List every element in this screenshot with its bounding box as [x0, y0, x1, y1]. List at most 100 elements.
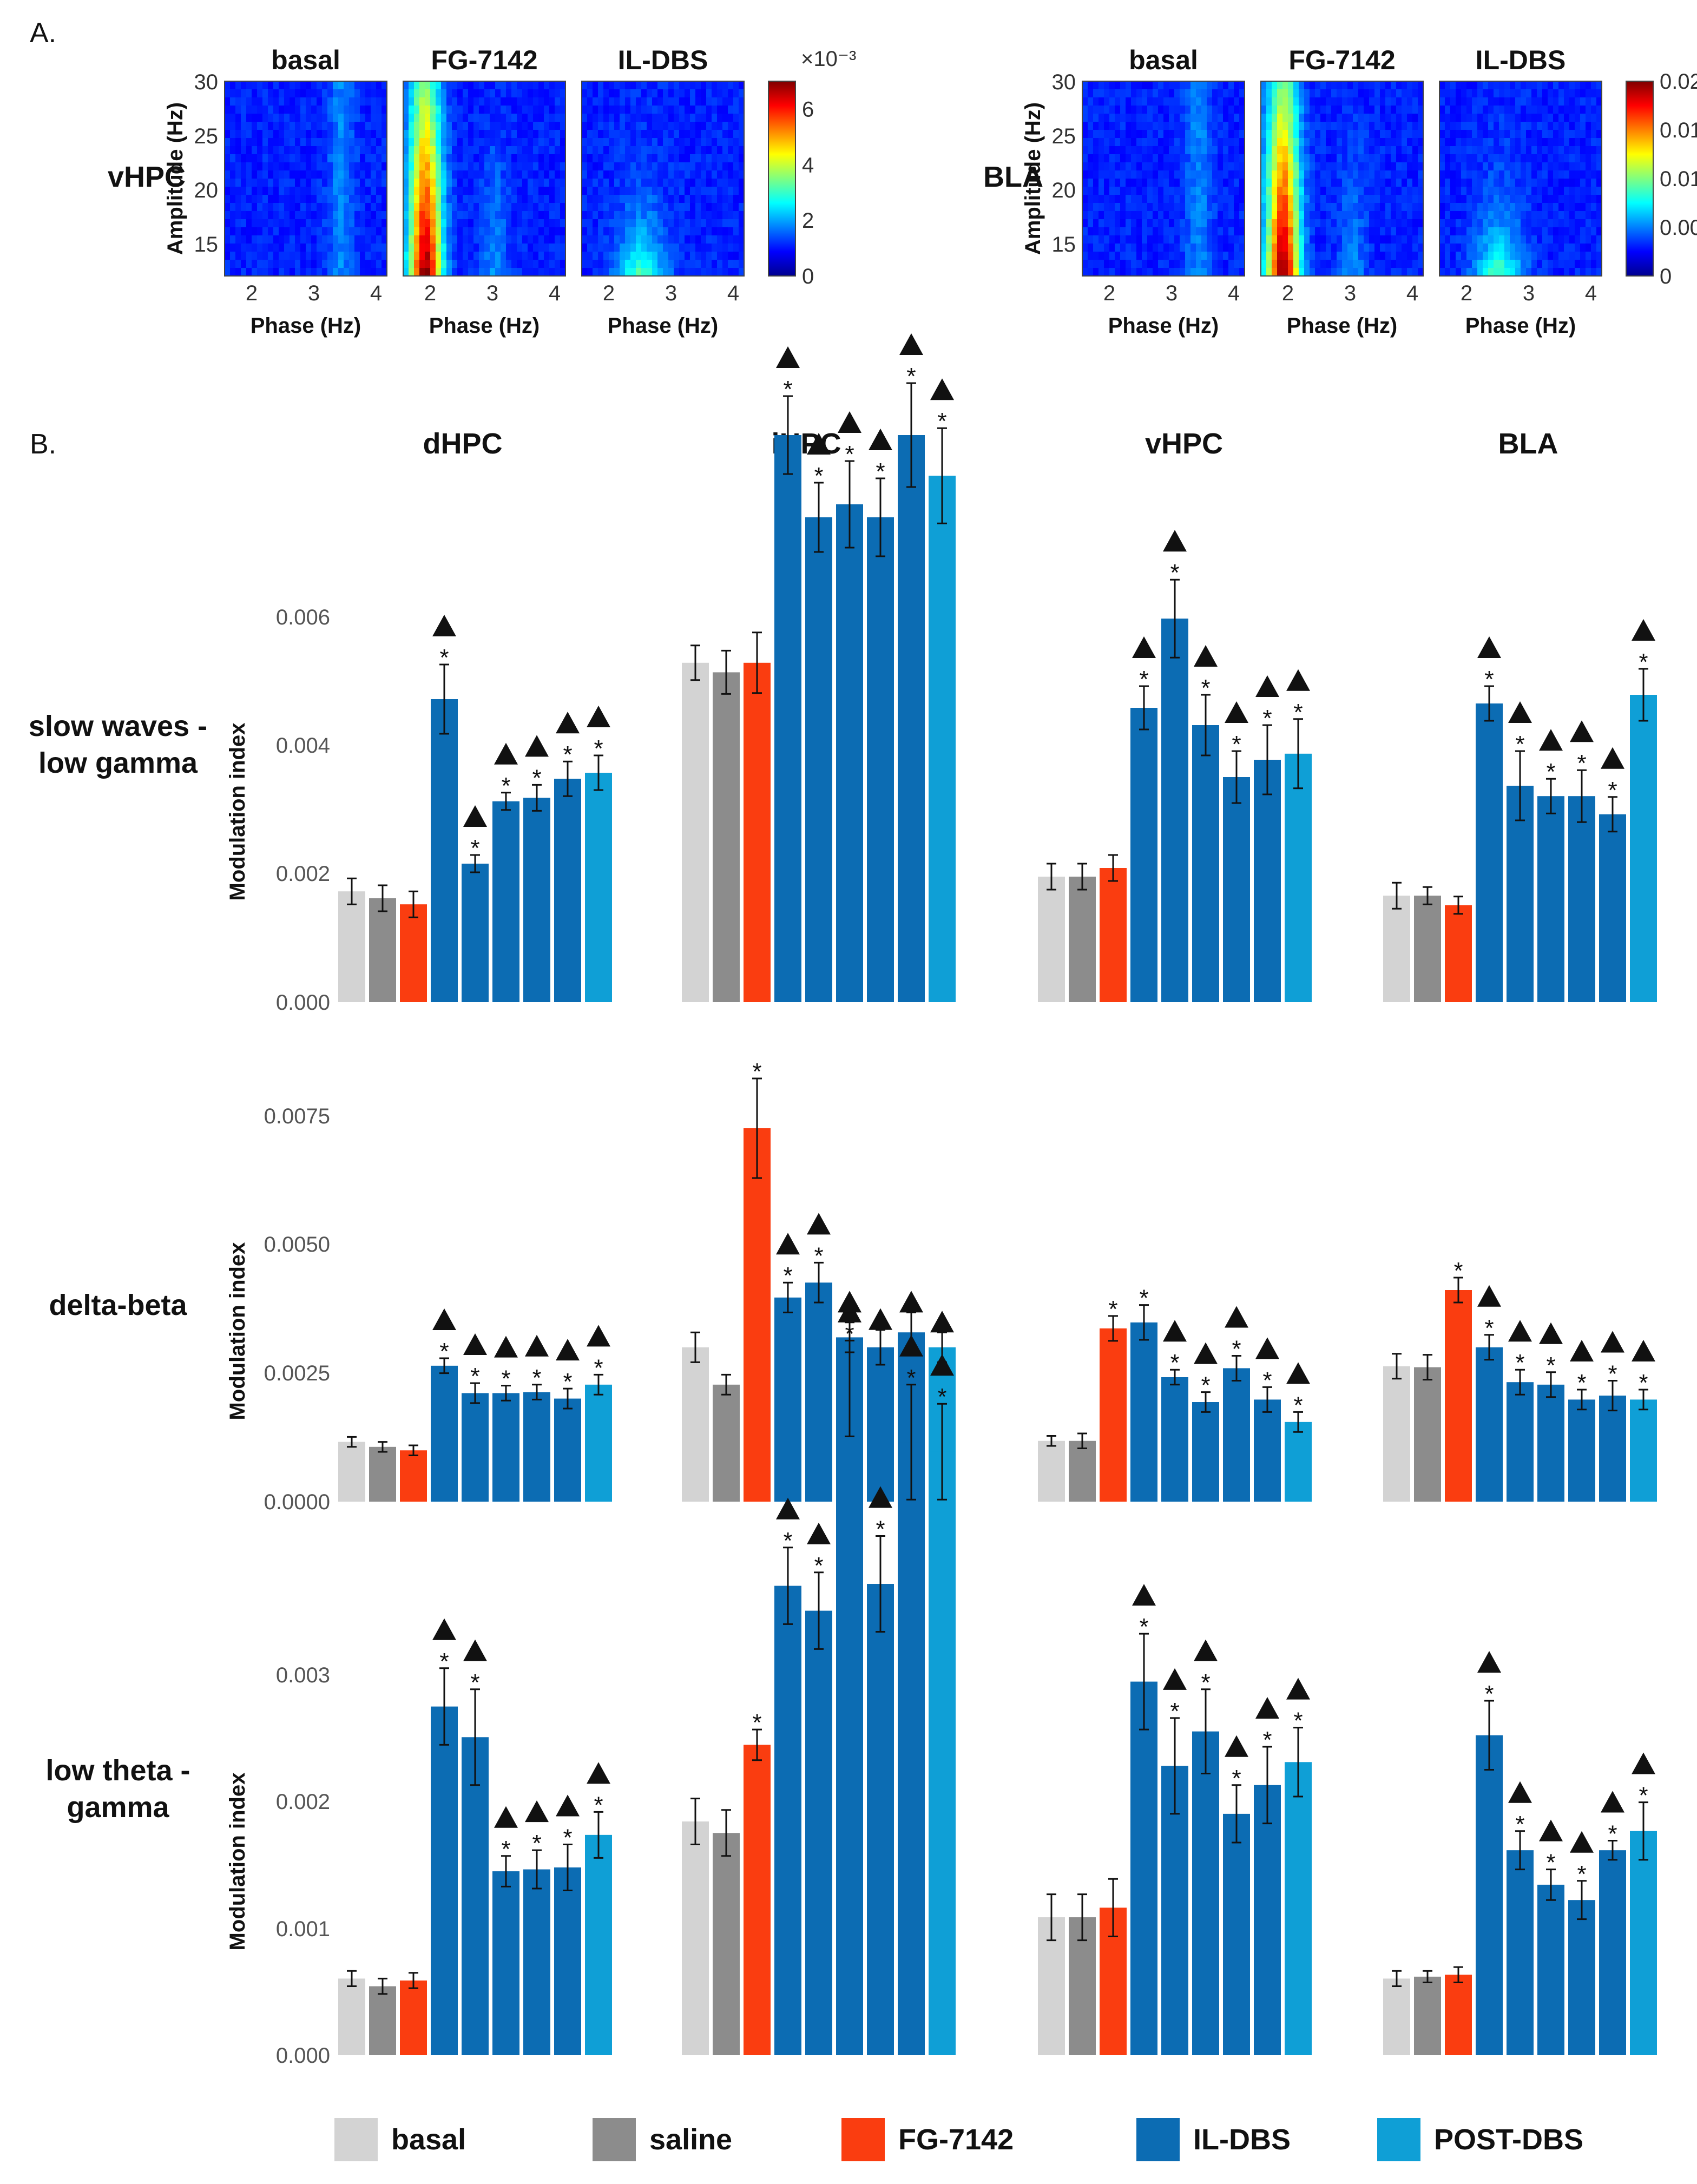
bar: [1476, 703, 1503, 1002]
bar: [369, 898, 396, 1002]
significance-triangle: [930, 378, 954, 400]
bar: [898, 1442, 925, 2055]
heatmap-region-label: vHPC: [108, 161, 186, 193]
significance-triangle: [1163, 1320, 1187, 1342]
bar: [1285, 1762, 1312, 2055]
bar: [492, 1393, 519, 1502]
bar-panel: * * * * * * *: [682, 1291, 956, 2055]
significance-triangle: [1508, 1320, 1532, 1342]
bar: [1445, 905, 1472, 1002]
bar: [462, 864, 489, 1002]
heatmap: [1082, 81, 1245, 277]
significance-star: *: [814, 1242, 823, 1269]
bar: [400, 1450, 427, 1502]
bar: [1599, 814, 1626, 1002]
amplitude-axis-label: Amplitude (Hz): [163, 102, 187, 255]
bar-panel: * * *: [682, 1058, 956, 1502]
significance-triangle: [1225, 1306, 1248, 1328]
amplitude-tick: 20: [1052, 179, 1076, 202]
colorbar-tick: 0.01: [1660, 167, 1697, 191]
bar: [1537, 1884, 1564, 2055]
bar: [1254, 1785, 1281, 2055]
column-label-bla: BLA: [1498, 427, 1558, 460]
significance-star: *: [1484, 666, 1494, 693]
bar: [744, 1128, 771, 1502]
bar: [400, 904, 427, 1002]
amplitude-tick: 15: [1052, 233, 1076, 256]
significance-triangle: [1570, 1340, 1594, 1361]
heatmap-frame: [1439, 81, 1602, 277]
legend-label: IL-DBS: [1193, 2123, 1291, 2156]
colorbar-tick: 0.015: [1660, 119, 1697, 142]
phase-axis-label: Phase (Hz): [1108, 314, 1219, 338]
significance-star: *: [1577, 1861, 1586, 1887]
significance-star: *: [876, 458, 885, 485]
bar-panel: * * * * * *: [338, 1308, 612, 1502]
y-tick-label: 0.004: [276, 734, 330, 758]
phase-tick: 2: [424, 281, 436, 305]
significance-star: *: [1201, 1372, 1210, 1399]
bar: [585, 1384, 612, 1502]
significance-star: *: [501, 1836, 510, 1863]
amplitude-tick: 25: [1052, 124, 1076, 148]
heatmap-frame: [403, 81, 566, 277]
colorbar: [768, 81, 796, 277]
bar: [523, 1869, 550, 2055]
significance-star: *: [439, 1338, 449, 1365]
significance-triangle: [1132, 636, 1156, 658]
significance-star: *: [937, 408, 946, 435]
significance-star: *: [1139, 1614, 1148, 1640]
significance-star: *: [501, 773, 510, 799]
bar: [1630, 1831, 1657, 2055]
phase-tick: 3: [1166, 281, 1178, 305]
significance-triangle: [556, 712, 580, 734]
significance-star: *: [1484, 1681, 1494, 1707]
bar: [1445, 1975, 1472, 2055]
significance-triangle: [494, 1336, 518, 1358]
bar: [1383, 896, 1410, 1002]
significance-triangle: [1163, 1668, 1187, 1690]
significance-triangle: [1286, 1678, 1310, 1700]
significance-triangle: [838, 411, 861, 433]
panel-b-letter: B.: [30, 429, 56, 460]
bar: [1254, 760, 1281, 1002]
legend-label: POST-DBS: [1434, 2123, 1583, 2156]
bar: [1285, 753, 1312, 1002]
bar: [1414, 1976, 1441, 2055]
significance-star: *: [1515, 1811, 1524, 1838]
bar-panel: * * * * * * *: [1038, 1285, 1312, 1502]
significance-triangle: [838, 1291, 861, 1313]
significance-star: *: [1201, 675, 1210, 701]
bar: [1192, 1731, 1219, 2055]
bar: [400, 1980, 427, 2055]
bar: [1100, 868, 1127, 1002]
significance-star: *: [1608, 1820, 1617, 1847]
bar: [929, 476, 956, 1002]
bar: [1414, 1367, 1441, 1502]
colorbar-tick: 0.005: [1660, 216, 1697, 240]
significance-triangle: [525, 1800, 549, 1823]
bar: [1537, 796, 1564, 1002]
heatmap-title: IL-DBS: [618, 45, 708, 75]
significance-star: *: [470, 835, 479, 861]
bar: [1223, 1813, 1250, 2055]
significance-star: *: [532, 1365, 541, 1391]
significance-star: *: [532, 1830, 541, 1857]
significance-star: *: [1546, 759, 1555, 785]
colorbar-tick: 0: [802, 265, 814, 288]
significance-triangle: [1477, 1285, 1501, 1307]
panel-b: B. dHPC iHPC vHPC BLA slow waves -low ga…: [29, 333, 1657, 2068]
bar: [1069, 1440, 1096, 1502]
colorbar-tick: 6: [802, 97, 814, 121]
significance-star: *: [845, 441, 854, 468]
significance-star: *: [1201, 1669, 1210, 1696]
phase-tick: 2: [603, 281, 615, 305]
bar: [682, 1821, 709, 2055]
bar: [431, 1706, 458, 2055]
y-tick-label: 0.003: [276, 1663, 330, 1687]
y-tick-label: 0.000: [276, 2044, 330, 2068]
significance-star: *: [594, 1354, 603, 1381]
bar: [774, 435, 801, 1002]
significance-star: *: [1139, 1285, 1148, 1312]
